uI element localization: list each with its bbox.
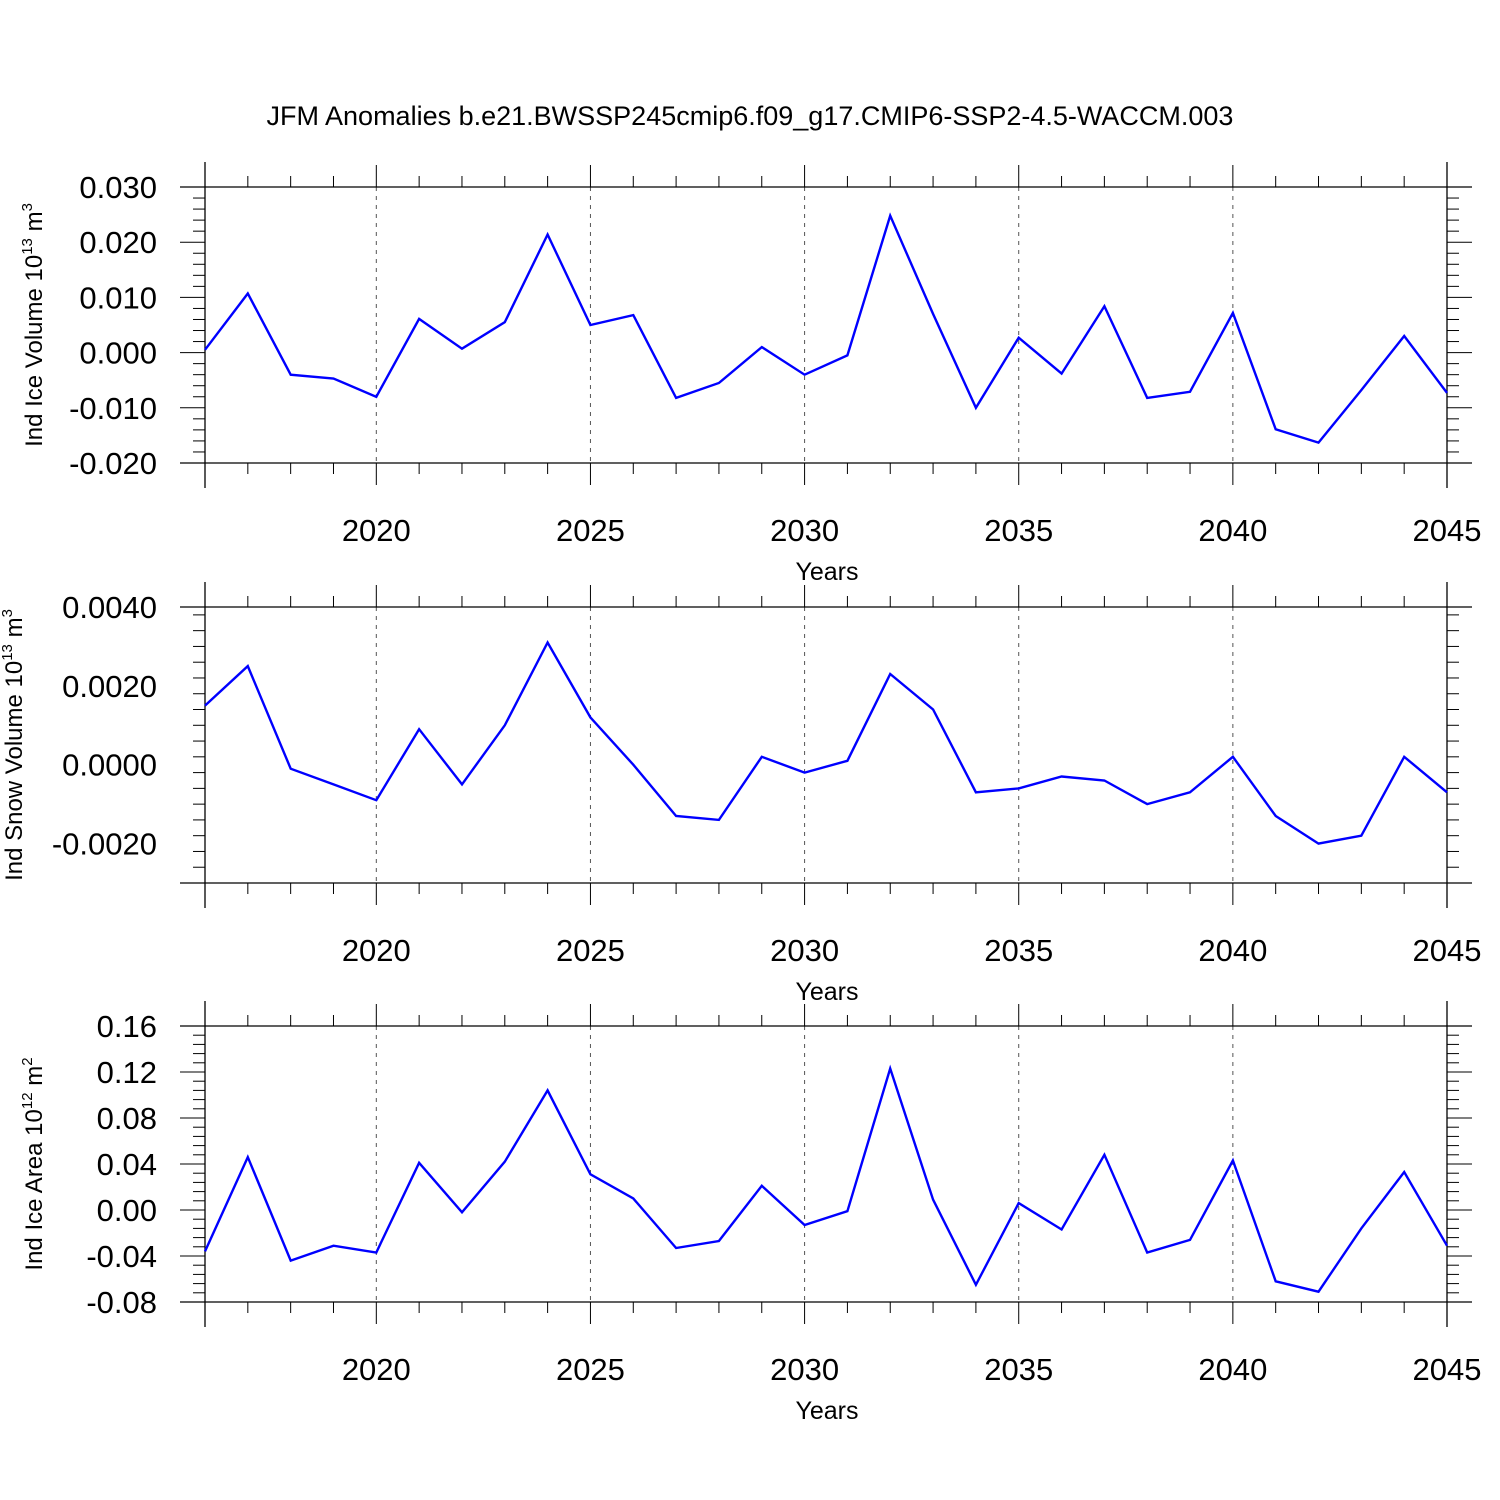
y-axis-title-unit_exp: 3	[19, 203, 36, 211]
x-axis-title: Years	[795, 1397, 858, 1425]
x-tick-label: 2045	[1413, 1352, 1482, 1387]
y-tick-label: 0.16	[97, 1009, 157, 1044]
panel-3: -0.08 -0.04 0.00 0.04 0.08 0.12 0.16 2020 2025 20…	[19, 1001, 1481, 1425]
x-tick-label: 2020	[342, 513, 411, 548]
x-tick-label: 2025	[556, 1352, 625, 1387]
x-tick-label: 2035	[984, 1352, 1053, 1387]
y-axis-title-unit_exp: 2	[19, 1057, 36, 1065]
y-tick-label: 0.0000	[62, 748, 157, 783]
x-tick-label: 2045	[1413, 513, 1482, 548]
y-axis-title-prefix: Ind Ice Area 10	[21, 1109, 48, 1270]
y-axis-title: Ind Ice Area 1012 m2	[19, 1057, 48, 1270]
y-axis-title-unit: m	[1, 617, 28, 644]
x-tick-label: 2030	[770, 513, 839, 548]
y-axis-title-prefix: Ind Snow Volume 10	[1, 661, 28, 881]
y-axis-title-exp: 12	[19, 1092, 36, 1109]
series-line	[204, 212, 1448, 444]
y-tick-label: 0.00	[97, 1193, 157, 1228]
y-tick-label: -0.0020	[52, 827, 157, 862]
y-tick-label: 0.000	[79, 336, 157, 371]
panel-2: -0.0020 0.0000 0.0020 0.0040 2020 2025 2030 203…	[0, 582, 1481, 1006]
x-tick-label: 2025	[556, 933, 625, 968]
y-tick-label: 0.08	[97, 1101, 157, 1136]
y-axis-title: Ind Snow Volume 1013 m3	[0, 609, 28, 881]
y-axis-title-unit: m	[21, 1066, 48, 1093]
panels: -0.020 -0.010 0.000 0.010 0.020 0.030 2020 2025…	[0, 162, 1481, 1425]
x-tick-label: 2040	[1198, 513, 1267, 548]
figure-title: JFM Anomalies b.e21.BWSSP245cmip6.f09_g1…	[267, 101, 1234, 131]
y-tick-label: -0.010	[69, 391, 157, 426]
x-tick-label: 2025	[556, 513, 625, 548]
x-tick-label: 2035	[984, 513, 1053, 548]
y-tick-label: 0.030	[79, 170, 157, 205]
y-axis-title-exp: 13	[19, 238, 36, 255]
x-axis-title: Years	[795, 558, 858, 586]
x-tick-label: 2020	[342, 933, 411, 968]
y-tick-label: 0.0040	[62, 590, 157, 625]
series-line	[203, 1064, 1449, 1294]
x-tick-label: 2030	[770, 1352, 839, 1387]
y-tick-label: -0.04	[86, 1239, 157, 1274]
y-axis-title-prefix: Ind Ice Volume 10	[21, 255, 48, 447]
x-tick-label: 2035	[984, 933, 1053, 968]
x-tick-label: 2045	[1413, 933, 1482, 968]
x-tick-label: 2030	[770, 933, 839, 968]
y-tick-label: 0.12	[97, 1055, 157, 1090]
y-axis-title: Ind Ice Volume 1013 m3	[19, 203, 48, 447]
series-line	[204, 639, 1448, 845]
y-axis-title-exp: 13	[0, 644, 16, 661]
y-tick-label: -0.08	[86, 1285, 157, 1320]
y-tick-label: 0.020	[79, 225, 157, 260]
panel-1: -0.020 -0.010 0.000 0.010 0.020 0.030 2020 2025…	[19, 162, 1481, 586]
y-axis-title-unit: m	[21, 211, 48, 238]
y-tick-label: 0.0020	[62, 669, 157, 704]
x-axis-title: Years	[795, 978, 858, 1006]
y-tick-label: -0.020	[69, 446, 157, 481]
y-tick-label: 0.04	[97, 1147, 157, 1182]
y-tick-label: 0.010	[79, 280, 157, 315]
x-tick-label: 2040	[1198, 1352, 1267, 1387]
x-tick-label: 2040	[1198, 933, 1267, 968]
y-axis-title-unit_exp: 3	[0, 609, 16, 617]
x-tick-label: 2020	[342, 1352, 411, 1387]
